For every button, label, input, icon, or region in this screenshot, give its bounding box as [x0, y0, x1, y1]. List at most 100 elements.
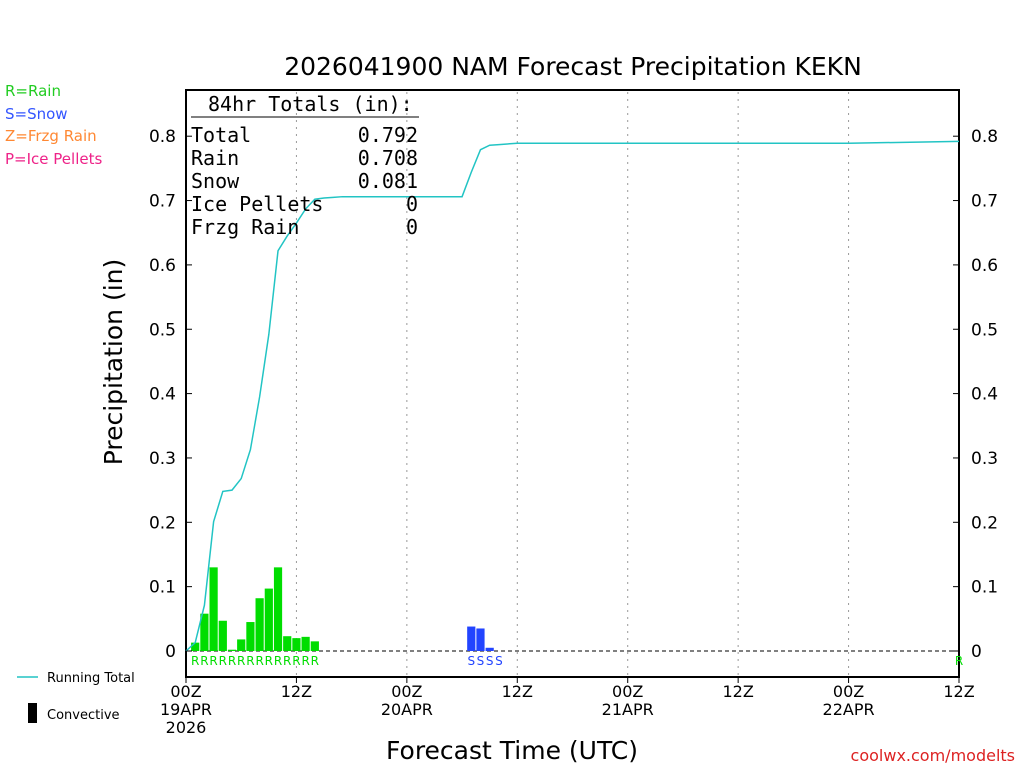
precip-type-legend: R=Rain S=Snow Z=Frzg Rain P=Ice Pellets — [5, 82, 102, 168]
y-tick-label-right: 0.8 — [971, 127, 998, 147]
totals-row-label: Ice Pellets — [191, 192, 323, 216]
totals-row-label: Frzg Rain — [191, 215, 299, 239]
y-tick-label-right: 0.5 — [971, 320, 998, 340]
rain-bar — [209, 567, 218, 651]
y-tick-label: 0.5 — [149, 320, 176, 340]
rain-bar — [237, 639, 246, 651]
x-axis-label: Forecast Time (UTC) — [386, 736, 638, 765]
y-tick-label-right: 0.1 — [971, 578, 998, 598]
rain-type-letter: R — [191, 654, 199, 668]
totals-row-value: 0.792 — [358, 123, 418, 147]
y-tick-label-right: 0.4 — [971, 385, 998, 405]
totals-row-label: Rain — [191, 146, 239, 170]
totals-row-label: Total — [191, 123, 251, 147]
y-tick-label-right: 0.2 — [971, 513, 998, 533]
rain-type-letter: R — [265, 654, 273, 668]
rain-bar — [301, 636, 310, 651]
rain-bar — [264, 588, 273, 651]
y-tick-label: 0.8 — [149, 127, 176, 147]
x-tick-label: 00Z — [391, 682, 422, 701]
rain-type-letter: R — [228, 654, 236, 668]
rain-type-letter: R — [237, 654, 245, 668]
rain-bar — [273, 567, 283, 651]
rain-type-letter: R — [209, 654, 217, 668]
totals-rows: Total 0.792 Rain 0.708 Snow 0.081 Ice Pellets 0… — [191, 123, 418, 239]
legend-rain: R=Rain — [5, 82, 61, 100]
running-total-line — [185, 140, 960, 652]
snow-type-letter: S — [495, 654, 503, 668]
snow-type-letter: S — [486, 654, 494, 668]
rain-type-letter: R — [955, 654, 963, 668]
running-total-legend-label: Running Total — [47, 671, 135, 686]
chart-title: 2026041900 NAM Forecast Precipitation KE… — [284, 52, 862, 81]
y-tick-label: 0.1 — [149, 578, 176, 598]
x-tick-label: 12Z — [502, 682, 533, 701]
rain-bar — [283, 636, 292, 651]
legend-frzg-rain: Z=Frzg Rain — [5, 127, 97, 145]
totals-row-value: 0.081 — [358, 169, 418, 193]
rain-bar — [200, 613, 209, 651]
rain-type-letter: R — [301, 654, 309, 668]
y-tick-label-right: 0.6 — [971, 256, 998, 276]
credit-text: coolwx.com/modelts — [851, 746, 1015, 765]
y-tick-label: 0 — [165, 642, 176, 662]
rain-bar — [292, 638, 301, 651]
rain-type-letter: R — [283, 654, 291, 668]
snow-bar — [467, 626, 476, 651]
x-tick-label: 12Z — [722, 682, 753, 701]
x-tick-label: 00Z — [833, 682, 864, 701]
rain-type-letter: R — [292, 654, 300, 668]
rain-bar — [246, 622, 255, 651]
snow-bar — [485, 647, 494, 651]
snow-type-letter: S — [477, 654, 485, 668]
rain-type-letter: R — [311, 654, 319, 668]
legend-snow: S=Snow — [5, 105, 68, 123]
y-axis-ticks: 0 00.1 0.10.2 0.20.3 0.30.4 0.40.5 0.50.6 0.60.… — [149, 127, 998, 662]
x-tick-label: 22APR — [823, 700, 875, 719]
y-tick-label: 0.2 — [149, 513, 176, 533]
rain-type-letter: R — [246, 654, 254, 668]
totals-row-value: 0 — [406, 215, 418, 239]
y-tick-label: 0.7 — [149, 192, 176, 212]
rain-bar — [227, 649, 237, 651]
totals-row-value: 0 — [406, 192, 418, 216]
convective-swatch — [28, 703, 37, 723]
rain-type-letter: R — [219, 654, 227, 668]
snow-bar — [476, 628, 485, 651]
rain-type-letter: R — [200, 654, 208, 668]
rain-bar — [255, 598, 264, 651]
rain-bar — [218, 620, 227, 651]
convective-legend-label: Convective — [47, 708, 120, 723]
x-tick-label: 00Z — [170, 682, 201, 701]
totals-row-label: Snow — [191, 169, 240, 193]
y-tick-label: 0.6 — [149, 256, 176, 276]
rain-bar — [310, 641, 319, 651]
x-tick-label: 2026 — [166, 718, 207, 737]
x-tick-label: 00Z — [612, 682, 643, 701]
rain-type-letter: R — [255, 654, 263, 668]
rain-bar — [191, 642, 200, 651]
totals-row-value: 0.708 — [358, 146, 418, 170]
x-tick-label: 12Z — [943, 682, 974, 701]
snow-type-letter: S — [467, 654, 475, 668]
series-legend: Running Total Convective — [17, 671, 135, 723]
precip-bars — [191, 567, 494, 651]
totals-header: 84hr Totals (in): — [208, 92, 413, 116]
x-tick-label: 19APR — [160, 700, 212, 719]
y-tick-label: 0.3 — [149, 449, 176, 469]
plot-frame — [185, 89, 960, 678]
y-tick-label-right: 0 — [971, 642, 982, 662]
legend-ice-pellets: P=Ice Pellets — [5, 150, 102, 168]
y-axis-label: Precipitation (in) — [99, 259, 128, 466]
rain-type-letter: R — [274, 654, 282, 668]
x-tick-label: 21APR — [602, 700, 654, 719]
x-tick-label: 12Z — [281, 682, 312, 701]
totals-box: 84hr Totals (in): Total 0.792 Rain 0.708 Sno… — [191, 92, 419, 239]
y-tick-label-right: 0.7 — [971, 192, 998, 212]
gridlines — [186, 92, 959, 675]
y-tick-label: 0.4 — [149, 385, 176, 405]
x-tick-label: 20APR — [381, 700, 433, 719]
